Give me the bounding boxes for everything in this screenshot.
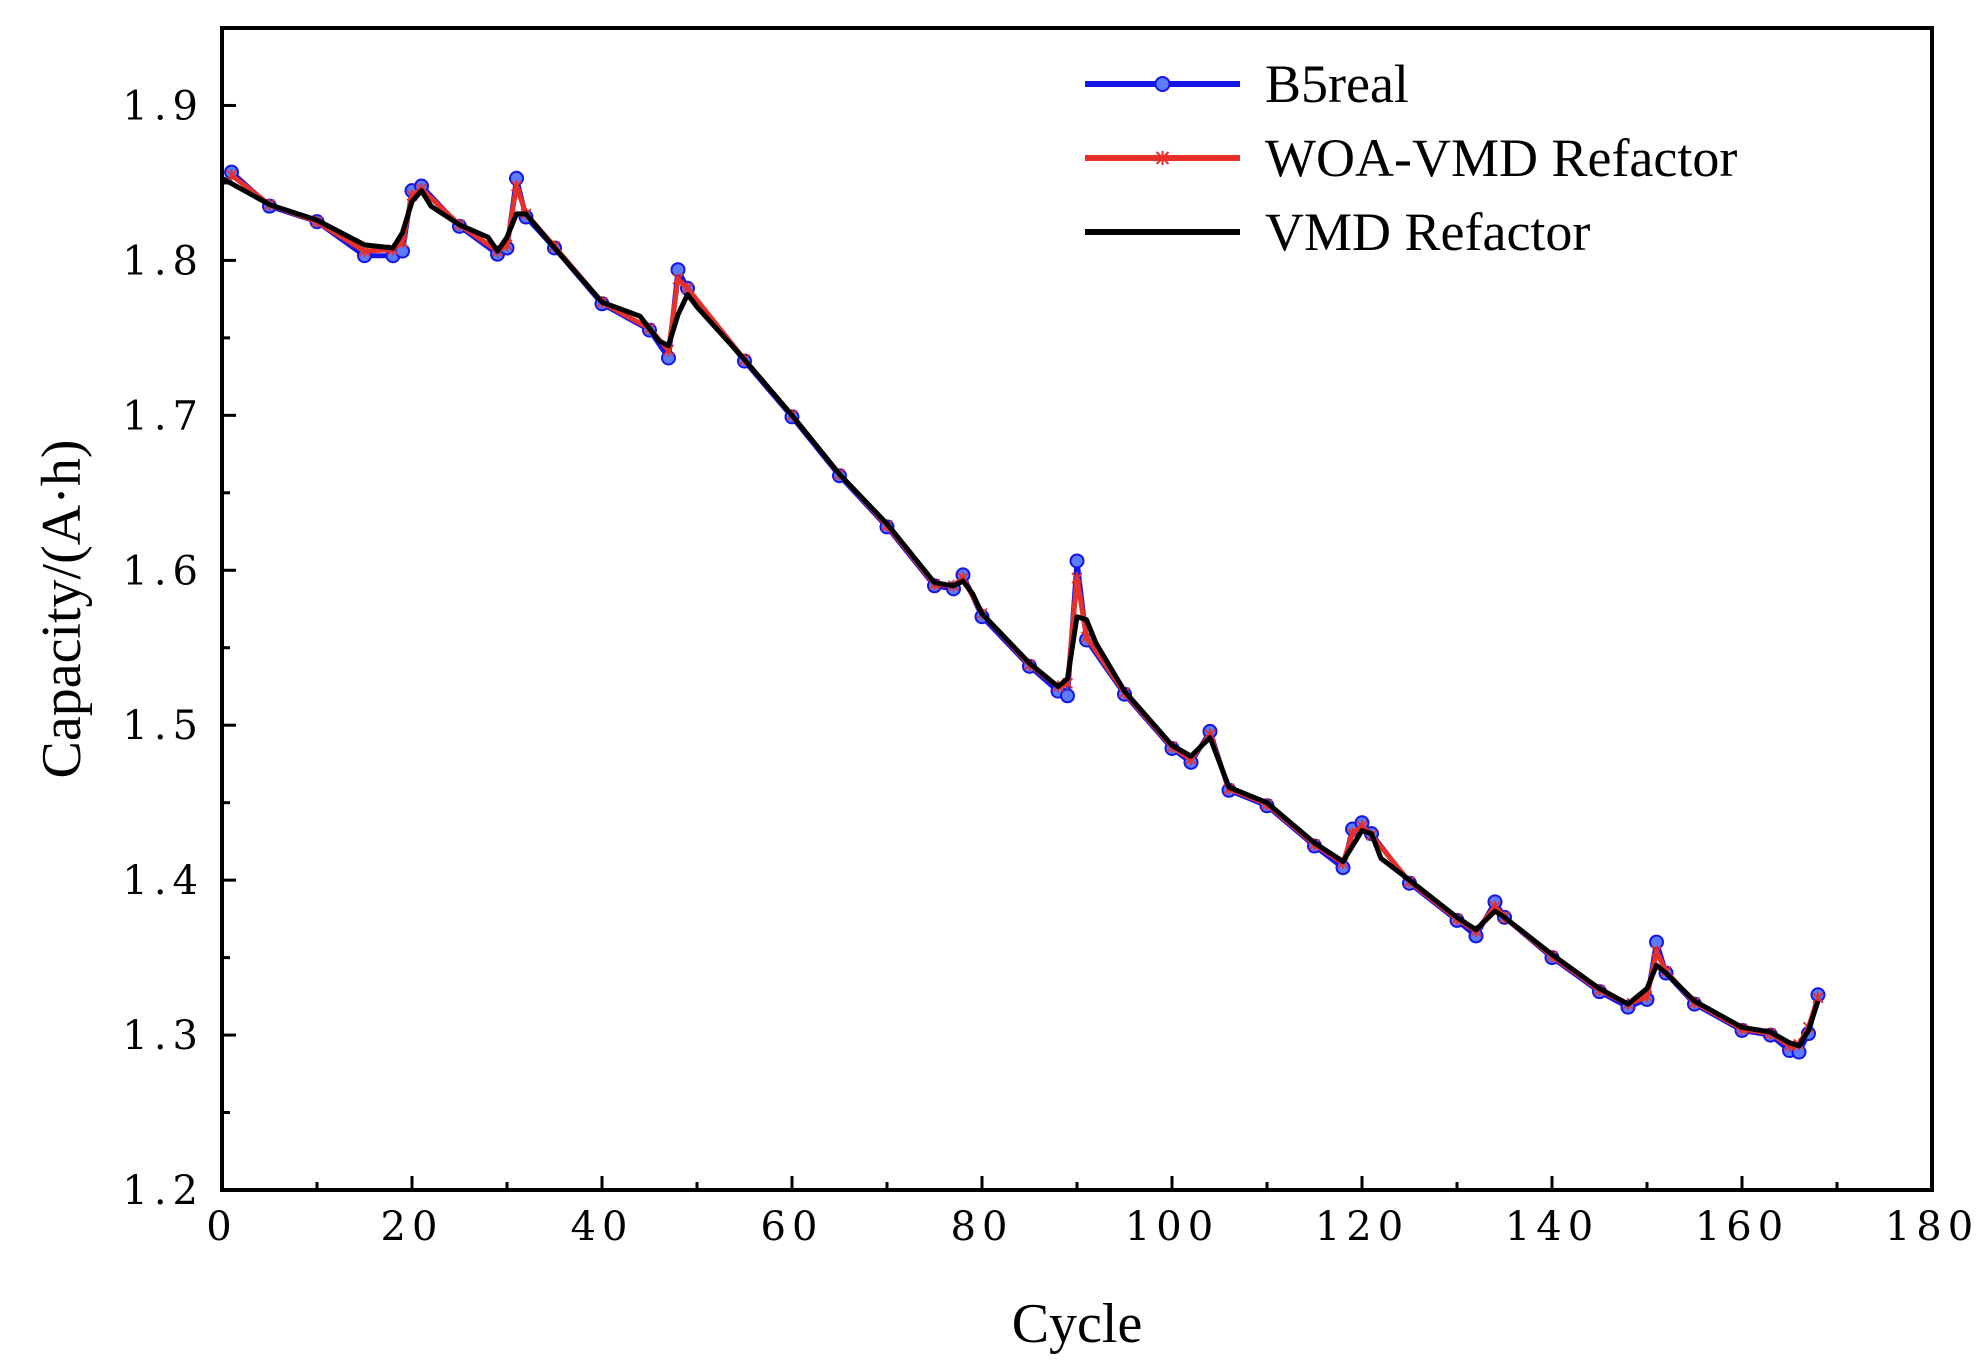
data-point — [1650, 945, 1663, 958]
plot-frame — [220, 26, 1934, 1192]
y-tick-label: 1.5 — [122, 703, 204, 749]
x-tick-label: 100 — [1125, 1204, 1219, 1250]
plot-area — [222, 164, 1826, 1060]
x-tick-label: 120 — [1315, 1204, 1409, 1250]
series-line — [222, 176, 1821, 1049]
data-point — [225, 169, 238, 182]
legend-item: VMD Refactor — [1085, 202, 1590, 262]
x-axis: 0 20 40 60 80 100 120 140 160 180 — [206, 1176, 1979, 1250]
legend-label: WOA-VMD Refactor — [1265, 128, 1737, 188]
y-axis-title: Capacity/(A·h) — [31, 440, 93, 779]
x-tick-label: 180 — [1885, 1204, 1979, 1250]
data-point — [672, 272, 684, 285]
x-tick-label: 80 — [951, 1204, 1014, 1250]
legend-item: B5real — [1085, 54, 1409, 114]
series-woa-vmd-refactor — [225, 169, 1824, 1052]
x-tick-label: 160 — [1695, 1204, 1789, 1250]
x-tick-label: 20 — [381, 1204, 444, 1250]
x-tick-label: 40 — [571, 1204, 634, 1250]
series-b5real — [224, 164, 1826, 1060]
y-tick-label: 1.7 — [122, 393, 204, 439]
data-point — [510, 180, 523, 193]
x-axis-title: Cycle — [1012, 1293, 1143, 1355]
y-tick-label: 1.4 — [122, 858, 204, 904]
legend-marker — [1154, 76, 1171, 92]
legend-label: VMD Refactor — [1265, 202, 1590, 262]
y-tick-label: 1.8 — [122, 238, 204, 284]
series-line — [229, 173, 1821, 1049]
data-point — [1069, 553, 1085, 569]
series-layer — [222, 164, 1826, 1060]
y-tick-label: 1.2 — [122, 1168, 204, 1214]
y-tick-label: 1.3 — [122, 1013, 204, 1059]
series-vmd-refactor — [222, 176, 1821, 1049]
x-tick-label: 140 — [1505, 1204, 1599, 1250]
y-axis: 1.2 1.3 1.4 1.5 1.6 1.7 1.8 1.9 — [122, 26, 236, 1214]
legend: B5real WOA-VMD Refactor VMD Refactor — [1085, 54, 1737, 262]
y-tick-label: 1.9 — [122, 83, 204, 129]
data-point — [1071, 572, 1083, 585]
y-tick-label: 1.6 — [122, 548, 204, 594]
legend-marker — [1155, 151, 1170, 165]
legend-label: B5real — [1265, 54, 1409, 114]
legend-item: WOA-VMD Refactor — [1085, 128, 1737, 188]
x-tick-label: 60 — [761, 1204, 824, 1250]
x-tick-label: 0 — [206, 1204, 237, 1250]
series-line — [229, 170, 1821, 1055]
